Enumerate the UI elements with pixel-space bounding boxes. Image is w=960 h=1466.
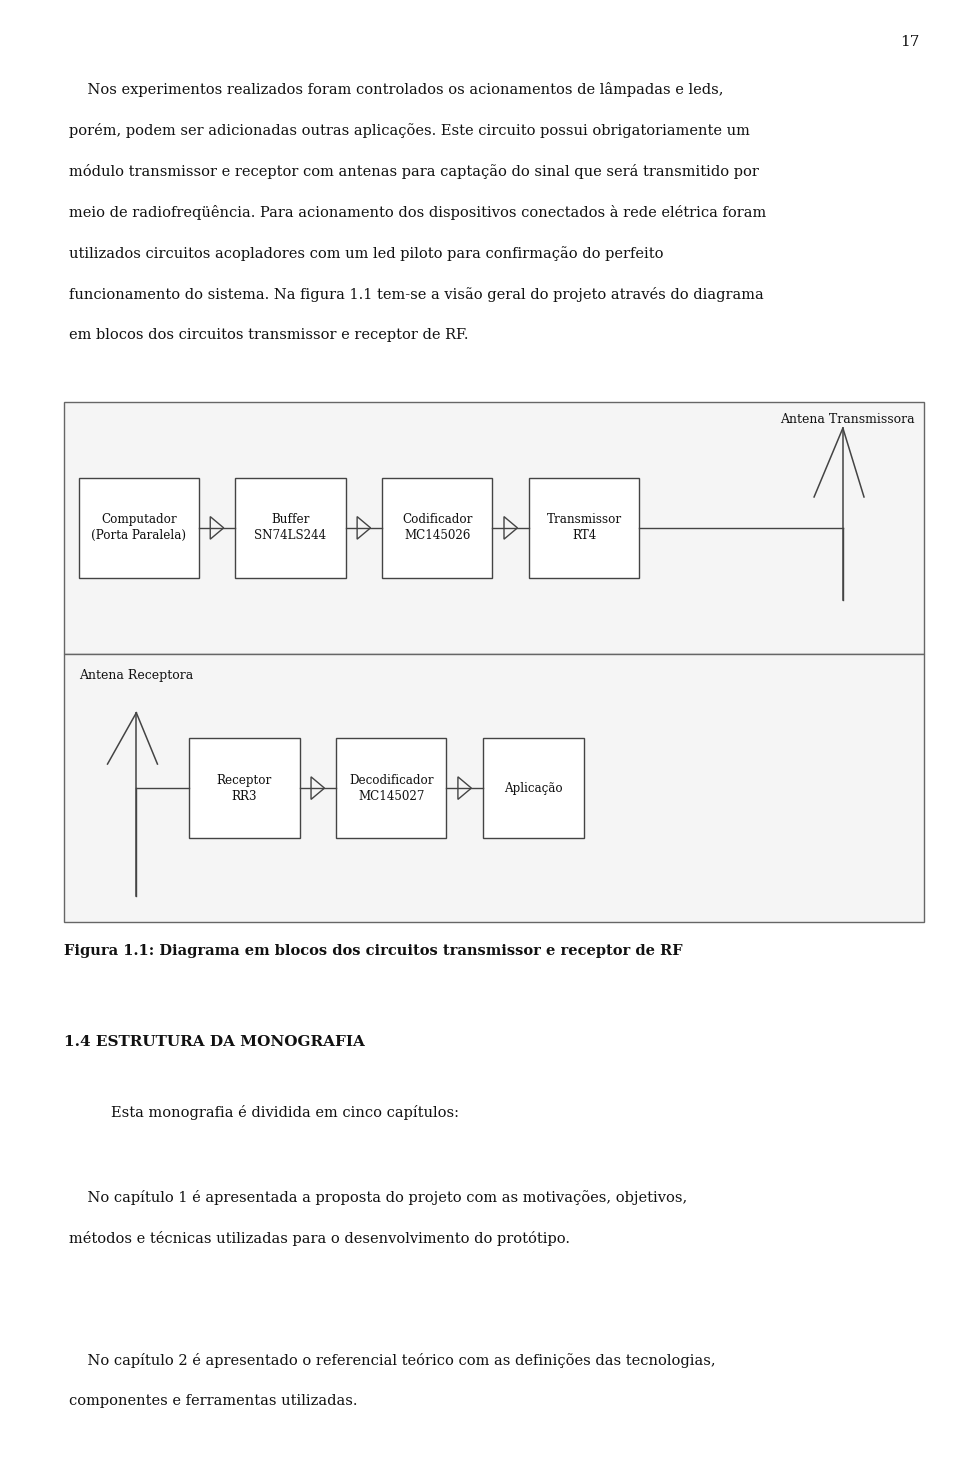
Text: Receptor
RR3: Receptor RR3 [217,774,272,802]
Bar [189,739,300,839]
Text: Nos experimentos realizados foram controlados os acionamentos de lâmpadas e leds: Nos experimentos realizados foram contro… [69,82,724,97]
Text: No capítulo 2 é apresentado o referencial teórico com as definições das tecnolog: No capítulo 2 é apresentado o referencia… [69,1353,716,1368]
Text: Computador
(Porta Paralela): Computador (Porta Paralela) [91,513,186,542]
Text: utilizados circuitos acopladores com um led piloto para confirmação do perfeito: utilizados circuitos acopladores com um … [69,246,663,261]
Bar [382,478,492,578]
Bar [64,402,924,654]
Bar [79,478,199,578]
Text: meio de radiofreqüência. Para acionamento dos dispositivos conectados à rede elé: meio de radiofreqüência. Para acionament… [69,205,766,220]
Bar [64,654,924,922]
Text: funcionamento do sistema. Na figura 1.1 tem-se a visão geral do projeto através : funcionamento do sistema. Na figura 1.1 … [69,287,764,302]
Text: Figura 1.1: Diagrama em blocos dos circuitos transmissor e receptor de RF: Figura 1.1: Diagrama em blocos dos circu… [64,944,683,959]
Text: 17: 17 [900,35,920,50]
Text: Codificador
MC145026: Codificador MC145026 [402,513,472,542]
Text: Transmissor
RT4: Transmissor RT4 [546,513,622,542]
Text: 1.4 ESTRUTURA DA MONOGRAFIA: 1.4 ESTRUTURA DA MONOGRAFIA [64,1035,365,1050]
Bar [483,739,584,839]
Bar [336,739,446,839]
Text: No capítulo 1 é apresentada a proposta do projeto com as motivações, objetivos,: No capítulo 1 é apresentada a proposta d… [69,1190,687,1205]
Bar [235,478,346,578]
Text: em blocos dos circuitos transmissor e receptor de RF.: em blocos dos circuitos transmissor e re… [69,328,468,343]
Text: Antena Transmissora: Antena Transmissora [780,413,915,427]
Text: Aplicação: Aplicação [504,781,563,795]
Bar [529,478,639,578]
Text: Buffer
SN74LS244: Buffer SN74LS244 [254,513,326,542]
Text: porém, podem ser adicionadas outras aplicações. Este circuito possui obrigatoria: porém, podem ser adicionadas outras apli… [69,123,750,138]
Text: métodos e técnicas utilizadas para o desenvolvimento do protótipo.: métodos e técnicas utilizadas para o des… [69,1231,570,1246]
Text: Decodificador
MC145027: Decodificador MC145027 [348,774,434,802]
Text: módulo transmissor e receptor com antenas para captação do sinal que será transm: módulo transmissor e receptor com antena… [69,164,759,179]
Text: Antena Receptora: Antena Receptora [79,668,193,682]
Text: componentes e ferramentas utilizadas.: componentes e ferramentas utilizadas. [69,1394,358,1409]
Text: Esta monografia é dividida em cinco capítulos:: Esta monografia é dividida em cinco capí… [111,1105,459,1120]
